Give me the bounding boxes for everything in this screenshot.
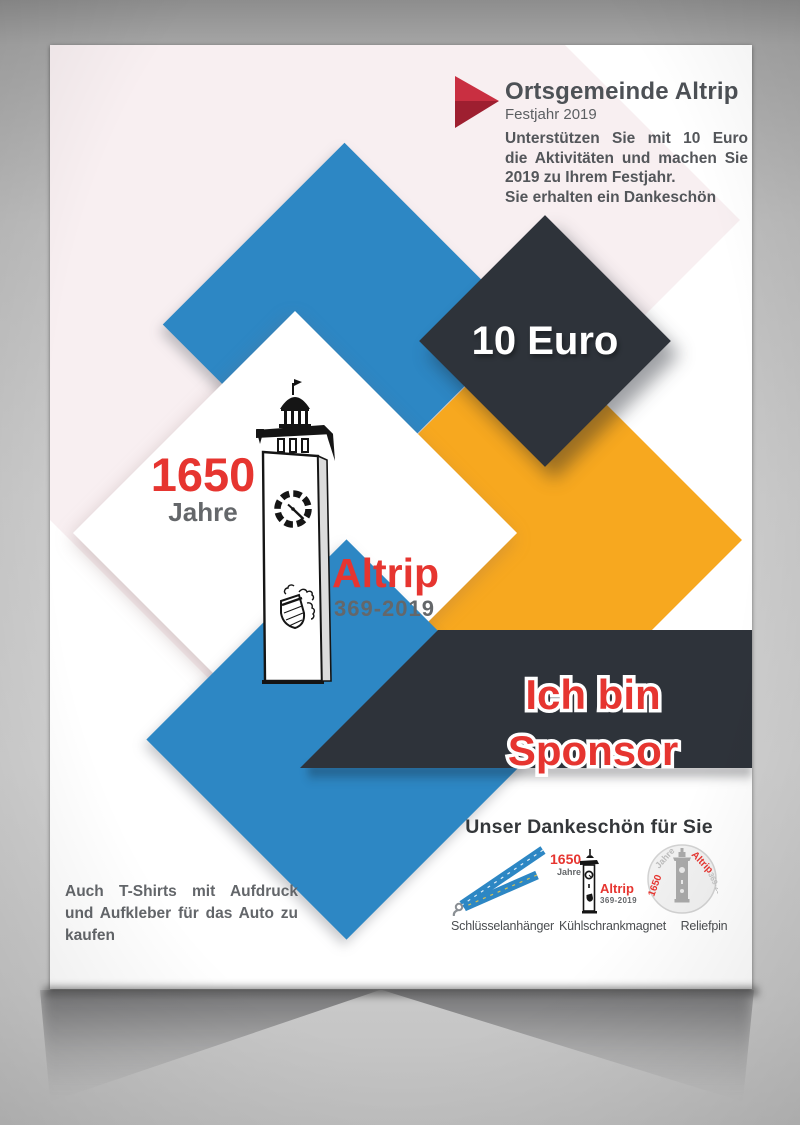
thankyou-item-label: Kühlschrankmagnet: [558, 919, 667, 933]
side-note-line: Auch T-Shirts mit Aufdruck: [65, 883, 298, 900]
lanyard-icon: [452, 846, 546, 916]
years-label: Jahre: [168, 497, 238, 527]
pitch-line: Sie erhalten ein Dankeschön: [505, 188, 717, 206]
magnet-years-label: Jahre: [557, 867, 582, 877]
thankyou-item-label: Schlüsselanhänger: [451, 919, 554, 933]
festjahr-subtitle: Festjahr 2019: [505, 106, 597, 123]
magnet-range: 369-2019: [600, 896, 638, 905]
sponsor-banner-shadow: [308, 766, 752, 783]
pitch-line: Unterstützen Sie mit 10 Euro: [505, 130, 748, 147]
flyer-page: Ortsgemeinde Altrip Festjahr 2019 Unters…: [50, 45, 752, 989]
magnet-years: 1650: [550, 851, 582, 867]
town-name: Altrip: [332, 550, 440, 596]
sponsor-label-text: Ich bin Sponsor: [507, 671, 679, 774]
sponsor-label-outline: Ich bin Sponsor: [504, 668, 681, 778]
clock-tower-illustration: [256, 379, 335, 684]
thankyou-item-label: Reliefpin: [680, 919, 728, 933]
sponsor-label: Ich bin Sponsor Ich bin Sponsor: [438, 667, 748, 778]
year-range: 369-2019: [334, 596, 435, 621]
logo-triangle-icon: [455, 76, 499, 128]
crest-emblem: [280, 584, 316, 630]
price-label: 10 Euro: [471, 318, 619, 363]
side-note: Auch T-Shirts mit Aufdruck und Aufkleber…: [65, 881, 298, 947]
reflection-shadow-left: [40, 990, 380, 1102]
thankyou-heading: Unser Dankeschön für Sie: [465, 816, 713, 838]
org-title: Ortsgemeinde Altrip: [505, 78, 739, 105]
pitch-line: 2019 zu Ihrem Festjahr.: [505, 169, 676, 186]
magnet-town: Altrip: [600, 881, 634, 896]
side-note-line: kaufen: [65, 927, 115, 944]
years-number: 1650: [150, 448, 256, 501]
pitch-paragraph: Unterstützen Sie mit 10 Euro die Aktivit…: [505, 129, 748, 207]
fridge-magnet-icon: 1650 Jahre Altrip 369-2019: [548, 849, 642, 919]
side-note-line: und Aufkleber für das Auto zu: [65, 905, 298, 922]
reflection-shadow-right: [382, 990, 754, 1102]
magnet-tower-icon: [580, 849, 599, 914]
pitch-line: die Aktivitäten und machen Sie: [505, 149, 748, 167]
relief-pin-icon: Jahre 1650 Altrip 369-2019: [646, 844, 718, 914]
